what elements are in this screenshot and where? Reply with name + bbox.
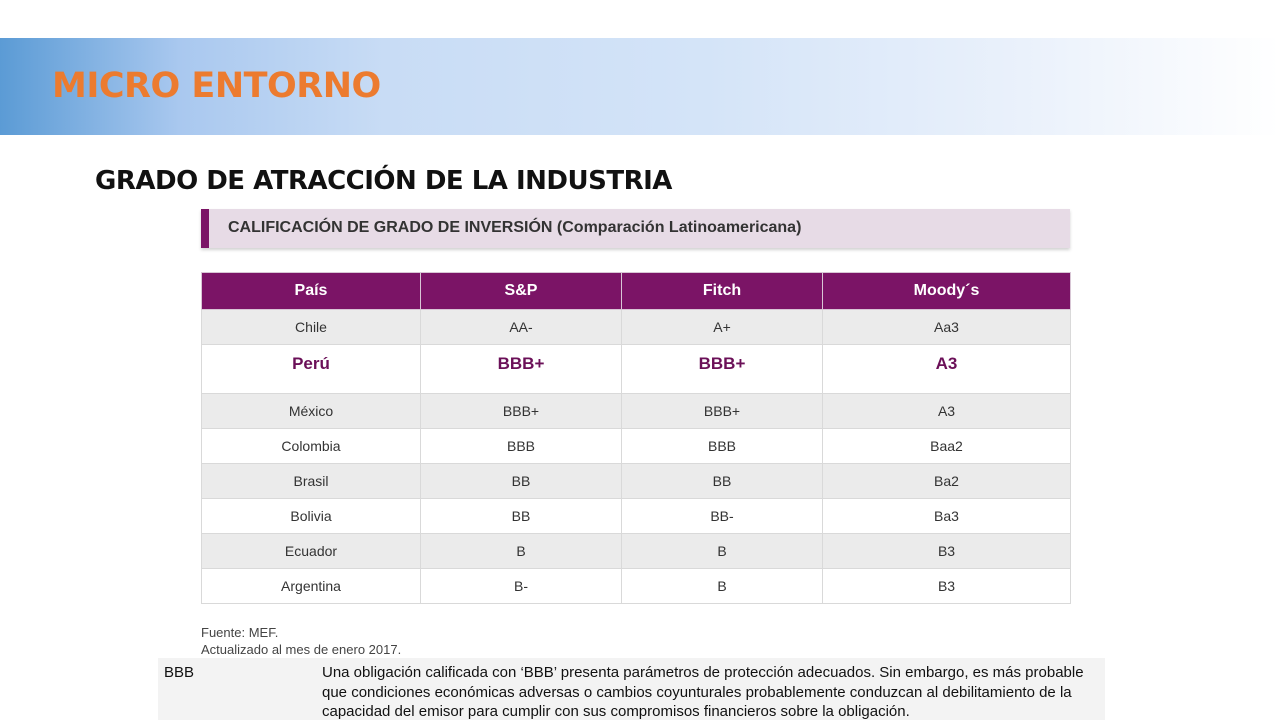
table-row: Bolivia BB BB- Ba3	[201, 498, 1071, 534]
cell-country: Brasil	[201, 463, 421, 499]
definition-text: Una obligación calificada con ‘BBB’ pres…	[322, 664, 1084, 720]
table-caption: CALIFICACIÓN DE GRADO DE INVERSIÓN (Comp…	[228, 219, 802, 236]
cell-sp: B	[420, 533, 622, 569]
table-row: Argentina B- B B3	[201, 568, 1071, 604]
updated-line: Actualizado al mes de enero 2017.	[201, 642, 402, 657]
source-note: Fuente: MEF. Actualizado al mes de enero…	[201, 624, 401, 658]
cell-sp: BBB+	[420, 393, 622, 429]
cell-fitch: BB	[621, 463, 823, 499]
cell-country: Ecuador	[201, 533, 421, 569]
cell-moodys: B3	[822, 533, 1071, 569]
cell-country: Chile	[201, 309, 421, 345]
table-row: Colombia BBB BBB Baa2	[201, 428, 1071, 464]
cell-moodys: Aa3	[822, 309, 1071, 345]
column-header-country: País	[201, 272, 421, 310]
cell-moodys: A3	[822, 344, 1071, 394]
table-header-row: País S&P Fitch Moody´s	[201, 272, 1071, 310]
cell-fitch: BBB	[621, 428, 823, 464]
cell-moodys: Ba2	[822, 463, 1071, 499]
cell-country: Argentina	[201, 568, 421, 604]
table-caption-bar: CALIFICACIÓN DE GRADO DE INVERSIÓN (Comp…	[201, 209, 1070, 248]
cell-fitch: A+	[621, 309, 823, 345]
cell-sp: B-	[420, 568, 622, 604]
cell-sp: BBB+	[420, 344, 622, 394]
cell-country: Bolivia	[201, 498, 421, 534]
table-row: México BBB+ BBB+ A3	[201, 393, 1071, 429]
cell-fitch: BBB+	[621, 344, 823, 394]
page-title: MICRO ENTORNO	[52, 66, 381, 106]
cell-sp: BB	[420, 463, 622, 499]
cell-moodys: Ba3	[822, 498, 1071, 534]
cell-sp: AA-	[420, 309, 622, 345]
title-banner	[0, 38, 1280, 135]
cell-fitch: BB-	[621, 498, 823, 534]
source-line: Fuente: MEF.	[201, 625, 279, 640]
section-heading: GRADO DE ATRACCIÓN DE LA INDUSTRIA	[95, 166, 672, 196]
definition-box: BBB Una obligación calificada con ‘BBB’ …	[158, 658, 1105, 720]
table-row: Ecuador B B B3	[201, 533, 1071, 569]
cell-moodys: Baa2	[822, 428, 1071, 464]
cell-fitch: BBB+	[621, 393, 823, 429]
cell-sp: BBB	[420, 428, 622, 464]
cell-moodys: B3	[822, 568, 1071, 604]
column-header-fitch: Fitch	[621, 272, 823, 310]
table-row: Brasil BB BB Ba2	[201, 463, 1071, 499]
cell-country: Colombia	[201, 428, 421, 464]
cell-country: México	[201, 393, 421, 429]
cell-sp: BB	[420, 498, 622, 534]
column-header-moodys: Moody´s	[822, 272, 1071, 310]
cell-country: Perú	[201, 344, 421, 394]
ratings-table: País S&P Fitch Moody´s Chile AA- A+ Aa3 …	[201, 272, 1071, 604]
cell-fitch: B	[621, 533, 823, 569]
cell-moodys: A3	[822, 393, 1071, 429]
table-row: Chile AA- A+ Aa3	[201, 309, 1071, 345]
column-header-sp: S&P	[420, 272, 622, 310]
table-row-highlighted: Perú BBB+ BBB+ A3	[201, 344, 1071, 394]
definition-term: BBB	[164, 664, 195, 681]
cell-fitch: B	[621, 568, 823, 604]
